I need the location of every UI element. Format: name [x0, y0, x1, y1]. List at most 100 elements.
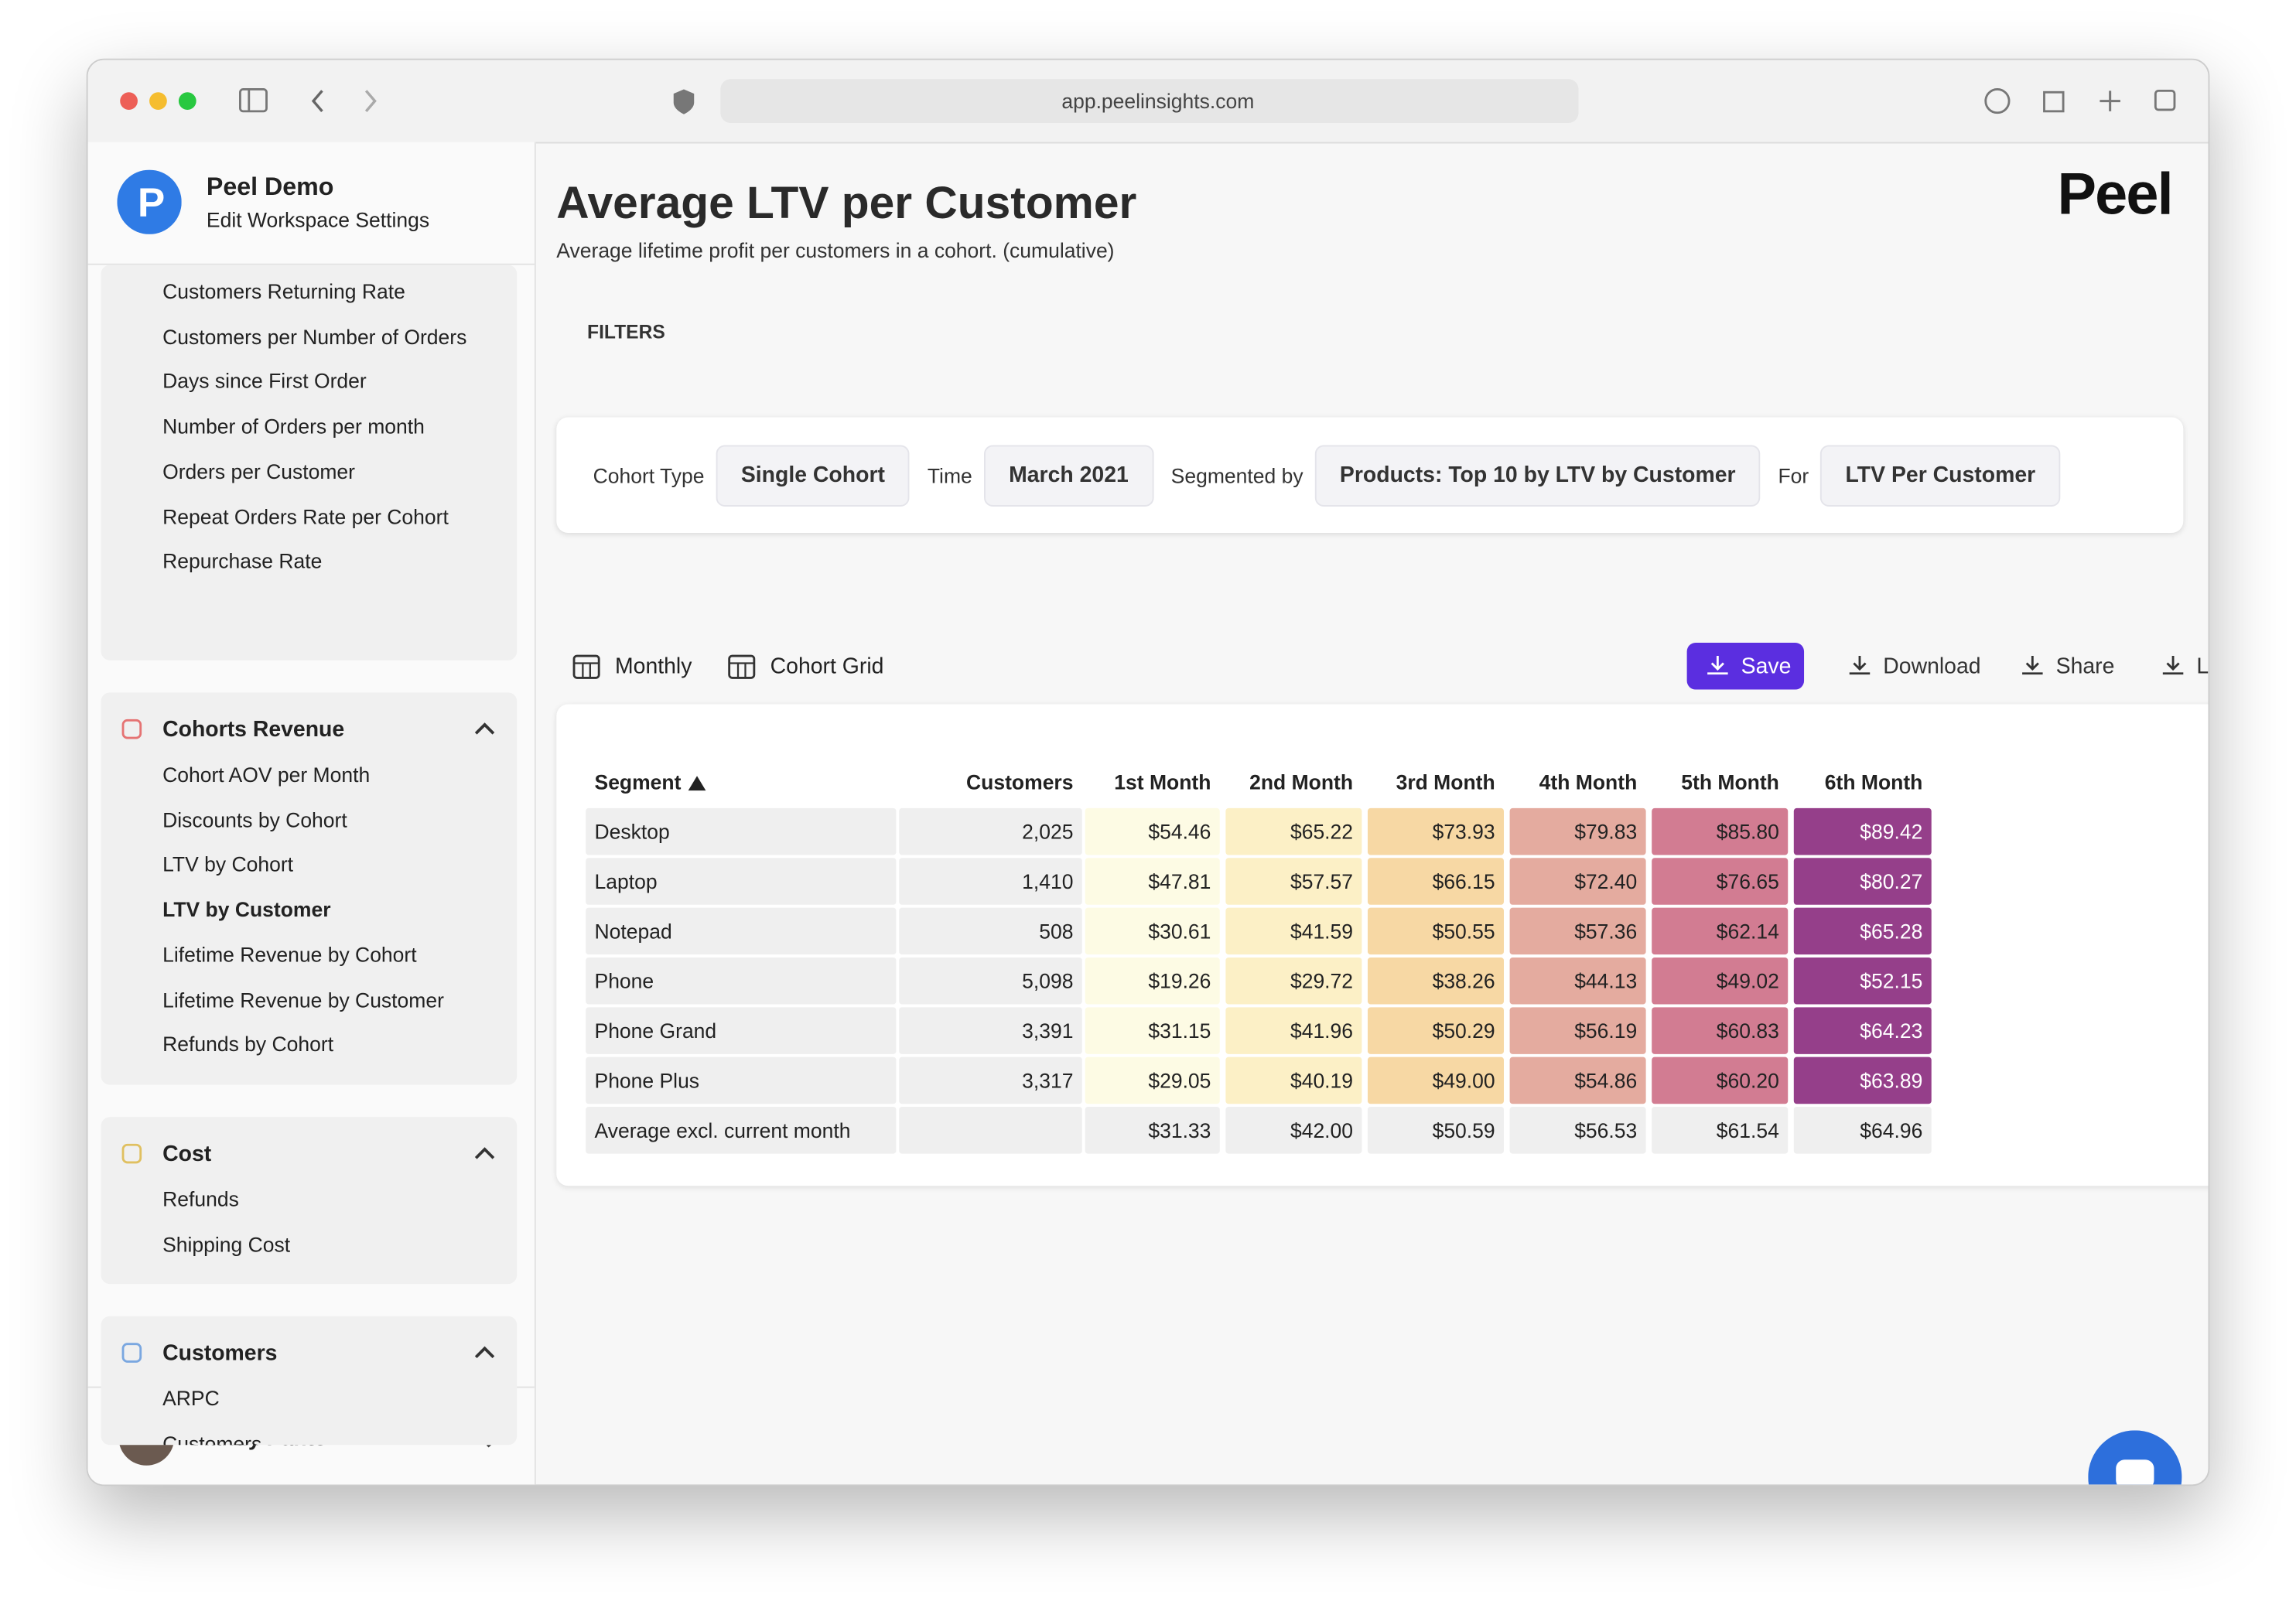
table-card: Segment Customers 1st Month 2nd Month 3rd Mo…	[556, 704, 2209, 1186]
nav-item[interactable]: Refunds by Cohort	[162, 1032, 334, 1057]
view-icon-glyph	[728, 654, 756, 679]
nav-item[interactable]: Lifetime Revenue by Customer	[162, 987, 444, 1012]
brand-logo: Peel	[2057, 162, 2174, 227]
table-cell: $47.81	[1085, 858, 1220, 905]
table-cell: $72.40	[1509, 858, 1646, 905]
workspace-settings[interactable]: Edit Workspace Settings	[206, 207, 430, 232]
view-icon-glyph	[572, 654, 600, 679]
nav-item[interactable]: LTV by Cohort	[162, 852, 294, 876]
action-icon-glyph	[2162, 656, 2184, 675]
collapse-chevron	[473, 719, 496, 746]
table-cell: 2,025	[899, 807, 1082, 855]
sort-indicator	[687, 773, 708, 799]
filters-label: FILTERS	[587, 320, 665, 343]
section-title[interactable]: Cohorts Revenue	[162, 717, 345, 742]
table-cell: $54.86	[1509, 1057, 1646, 1104]
report-toolbar: Monthly Cohort Grid Save Download Share Learn	[535, 640, 2209, 698]
save-button-bg[interactable]	[1686, 642, 1805, 690]
table-cell: $73.93	[1367, 807, 1505, 855]
nav-item[interactable]: ARPC	[162, 1386, 220, 1410]
row-label: Phone Plus	[586, 1057, 897, 1104]
table-cell: $30.61	[1085, 907, 1220, 955]
action-button[interactable]: Download	[1883, 654, 1981, 680]
column-header[interactable]: Customers	[966, 770, 1074, 794]
table-cell: $57.57	[1225, 858, 1362, 905]
nav-item[interactable]: Repeat Orders Rate per Cohort	[162, 504, 449, 528]
column-header[interactable]: Segment	[594, 770, 682, 794]
table-cell: $62.14	[1652, 907, 1789, 955]
nav-item[interactable]: Number of Orders per month	[162, 414, 425, 439]
nav-item[interactable]: Customers per Number of Orders	[162, 324, 467, 348]
page-title: Average LTV per Customer	[556, 177, 1137, 229]
browser-controls	[120, 79, 2176, 124]
table-cell: $65.22	[1225, 807, 1362, 855]
nav-item[interactable]: Shipping Cost	[162, 1232, 291, 1256]
section-title[interactable]: Customers	[162, 1340, 278, 1367]
nav-item[interactable]: Cohort AOV per Month	[162, 763, 371, 787]
table-cell: $65.28	[1793, 907, 1932, 955]
nav-item[interactable]: Customers Returning Rate	[162, 279, 405, 303]
browser-toolbar: app.peelinsights.com	[87, 60, 2209, 144]
table-cell: $42.00	[1225, 1107, 1362, 1154]
table-cell: $85.80	[1652, 807, 1789, 855]
view-toggle[interactable]: Monthly	[615, 654, 692, 680]
table-cell: $56.19	[1509, 1007, 1646, 1054]
nav-item[interactable]: Discounts by Cohort	[162, 807, 347, 831]
section-title[interactable]: Cost	[162, 1142, 212, 1167]
column-header[interactable]: 6th Month	[1824, 770, 1923, 794]
action-button[interactable]: Save	[1741, 654, 1792, 680]
action-button[interactable]: Learn	[2196, 654, 2209, 680]
url[interactable]: app.peelinsights.com	[1061, 89, 1255, 113]
column-header[interactable]: 3rd Month	[1396, 770, 1495, 794]
table-cell: $64.96	[1793, 1107, 1932, 1154]
nav-item[interactable]: Orders per Customer	[162, 459, 355, 483]
column-header[interactable]: 4th Month	[1539, 770, 1638, 794]
table-cell: $63.89	[1793, 1057, 1932, 1104]
view-icon	[728, 653, 757, 689]
table-cell: $31.33	[1085, 1107, 1220, 1154]
filters-card: Cohort Type Single Cohort Time March 2021 Se…	[556, 417, 2184, 534]
section-icon-glyph	[121, 719, 142, 739]
table-cell: $41.59	[1225, 907, 1362, 955]
table-cell: $40.19	[1225, 1057, 1362, 1104]
table-cell: $49.02	[1652, 957, 1789, 1005]
chat-button[interactable]	[2088, 1430, 2182, 1486]
action-icon	[1845, 651, 1874, 688]
table-cell: $79.83	[1509, 807, 1646, 855]
nav-item[interactable]: Days since First Order	[162, 369, 367, 394]
page-subtitle: Average lifetime profit per customers in…	[556, 238, 1115, 262]
nav-item[interactable]: Refunds	[162, 1187, 239, 1211]
filter-value[interactable]: March 2021	[983, 444, 1153, 506]
filter-value[interactable]: Single Cohort	[716, 444, 911, 506]
column-header[interactable]: 2nd Month	[1249, 770, 1354, 794]
nav-item[interactable]: Lifetime Revenue by Cohort	[162, 942, 417, 966]
workspace-name[interactable]: Peel Demo	[206, 172, 334, 201]
table-cell: $60.20	[1652, 1057, 1789, 1104]
action-icon-glyph	[1707, 656, 1728, 675]
action-icon-glyph	[2022, 656, 2043, 675]
nav-item[interactable]: Repurchase Rate	[162, 549, 323, 573]
nav-section: Cohorts Revenue Cohort AOV per Month Disco…	[101, 692, 518, 1085]
nav-section: Customers ARPC Customers	[101, 1316, 518, 1446]
column-header[interactable]: 1st Month	[1114, 770, 1211, 794]
action-button[interactable]: Share	[2055, 654, 2115, 680]
view-toggle[interactable]: Cohort Grid	[770, 654, 884, 680]
filter-label: Cohort Type	[593, 463, 705, 487]
column-header[interactable]: 5th Month	[1681, 770, 1779, 794]
filter-value[interactable]: LTV Per Customer	[1820, 444, 2061, 506]
nav-item[interactable]: Customers	[162, 1431, 262, 1446]
filter-value[interactable]: Products: Top 10 by LTV by Customer	[1314, 444, 1761, 506]
section-icon	[118, 1340, 145, 1374]
section-icon	[118, 716, 145, 750]
row-label: Phone	[586, 957, 897, 1005]
table-cell: $41.96	[1225, 1007, 1362, 1054]
row-label: Notepad	[586, 907, 897, 955]
action-icon	[2018, 651, 2047, 688]
nav-section: Cost Refunds Shipping Cost	[101, 1117, 518, 1285]
row-label: Average excl. current month	[586, 1107, 897, 1154]
table-cell: $80.27	[1793, 858, 1932, 905]
table-cell: $29.72	[1225, 957, 1362, 1005]
nav-item[interactable]: LTV by Customer	[162, 897, 331, 921]
workspace-logo: P	[117, 169, 182, 234]
